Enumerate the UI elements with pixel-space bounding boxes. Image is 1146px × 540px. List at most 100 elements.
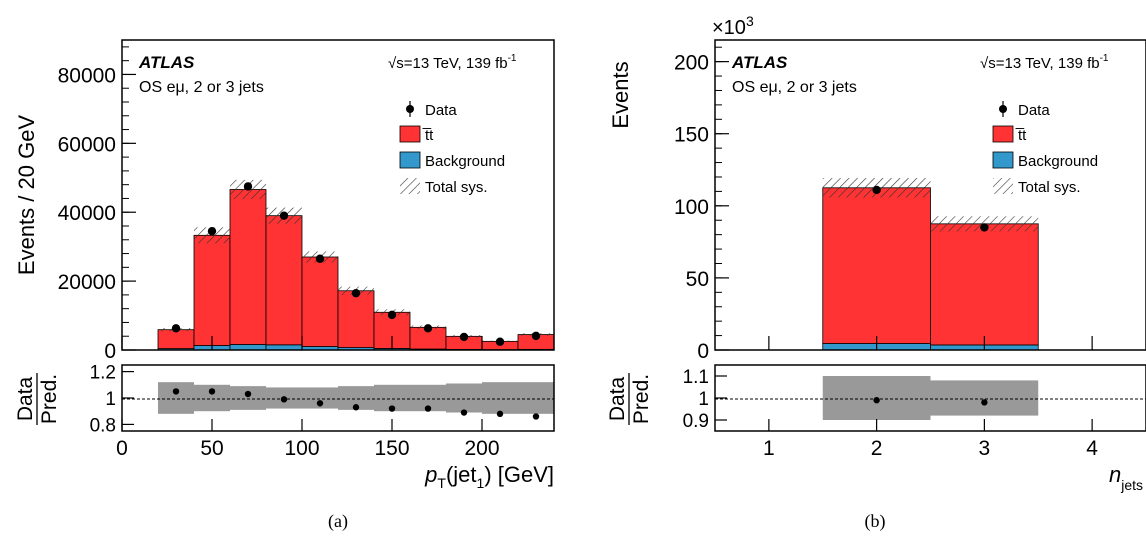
a-panel-caption: (a) [328,511,348,532]
y-tick-label: 20000 [58,271,116,294]
b-legend-bkg-label: Background [1018,153,1098,170]
signal-bar [337,290,375,348]
b-x-axis-label: njets [1109,462,1143,493]
x-tick-label: 0 [116,437,128,460]
a-legend-signal-swatch [399,125,421,143]
signal-bar [822,187,931,344]
b-ratio-y-top: Data [606,377,629,422]
ratio-band-bin [446,383,482,413]
y-tick-label: 60000 [58,133,116,156]
ratio-band-bin [482,382,518,414]
x-tick-label: 150 [374,437,409,460]
b-y-multiplier: ×103 [712,13,754,39]
a-selection-label: OS eμ, 2 or 3 jets [139,79,264,96]
a-legend-sys-label: Total sys. [425,179,488,196]
y-tick-label: 200 [674,52,709,75]
a-ratio-y-bottom: Pred. [38,374,61,424]
ratio-band-bin [302,387,338,409]
data-point [207,226,217,236]
ratio-y-tick-label: 0.9 [683,411,709,432]
b-ratio-y-label: Data Pred. [606,373,653,425]
y-tick-label: 80000 [58,64,116,87]
b-legend-signal-label: t̅t [1015,127,1027,144]
signal-bar [301,256,339,347]
a-legend: Data t̅t Background Total sys. [399,101,505,196]
b-energy-sup: -1 [1100,53,1109,64]
ratio-point [208,388,216,395]
data-point [243,182,253,191]
ratio-point [981,399,988,406]
y-tick-label: 100 [674,196,709,219]
ratio-point [172,388,180,395]
a-legend-signal-label: t̅t [422,127,434,144]
ratio-band-bin [158,382,194,414]
data-point [459,332,469,342]
a-data-points [171,182,541,346]
ratio-point [244,390,252,398]
b-y-ticks: 0 50 100 150 200 [674,46,729,363]
ratio-point [532,413,540,420]
b-stacked-bars [822,187,1039,351]
ratio-point [424,405,432,412]
ratio-point [388,405,396,412]
background-bar [229,344,267,351]
b-legend-bkg-swatch [992,151,1014,169]
ratio-y-tick-label: 1 [698,389,709,410]
a-energy-label: √s=13 TeV, 139 fb-1 [388,53,517,72]
a-experiment-label: ATLAS [138,53,195,72]
b-ratio-band [822,376,1039,420]
y-tick-label: 50 [686,268,709,291]
a-legend-sys-swatch [400,178,420,194]
data-point [387,310,397,320]
y-tick-label: 150 [674,124,709,147]
data-point [495,337,505,346]
x-tick-label: 2 [871,437,883,460]
b-ratio-y-bottom: Pred. [630,374,653,424]
a-y-ticks: 0 20000 40000 60000 80000 [58,46,136,363]
ratio-point [460,409,468,416]
x-tick-label: 200 [464,437,499,460]
data-point [171,324,181,333]
data-point [980,223,989,232]
x-tick-label: 100 [284,437,319,460]
a-ratio-ticks: 0.8 1 1.2 [90,363,134,436]
signal-bar [157,329,195,350]
x-tick-label: 1 [763,437,775,460]
ratio-band-bin [230,386,266,410]
x-tick-label: 4 [1086,437,1098,460]
b-ratio-ticks: 0.911.1 [683,367,727,432]
b-legend-signal-swatch [992,125,1014,143]
ratio-band-bin [338,386,374,410]
ratio-point [316,400,324,407]
ratio-band-bin [930,380,1039,416]
ratio-y-tick-label: 1.2 [90,363,116,384]
a-energy-sup: -1 [508,53,517,64]
a-x-ticks: 0 50 100 150 200 [116,336,500,460]
ratio-band-bin [518,382,554,414]
a-ratio-y-label: Data Pred. [14,373,61,425]
ratio-y-tick-label: 1.1 [683,367,709,388]
a-stacked-bars [157,189,555,351]
x-tick-label: 50 [200,437,223,460]
ratio-point [496,410,504,418]
a-legend-bkg-label: Background [425,153,505,170]
a-main-frame [121,39,555,351]
b-data-points [872,185,989,232]
background-bar [265,344,303,351]
signal-bar [265,215,303,346]
data-point [531,331,541,341]
y-tick-label: 0 [104,340,116,363]
x-tick-label: 3 [979,437,991,460]
signal-bar [229,189,267,345]
a-x-axis-label: pT(jet1) [GeV] [424,462,554,491]
b-legend-sys-label: Total sys. [1018,179,1081,196]
a-y-axis-label: Events / 20 GeV [14,115,39,276]
b-x-ticks: 1 2 3 4 [763,336,1098,460]
ratio-point [873,397,880,404]
b-legend-sys-swatch [993,178,1013,194]
data-point [423,324,433,333]
b-energy-label: √s=13 TeV, 139 fb-1 [980,53,1109,72]
signal-bar [930,223,1039,346]
